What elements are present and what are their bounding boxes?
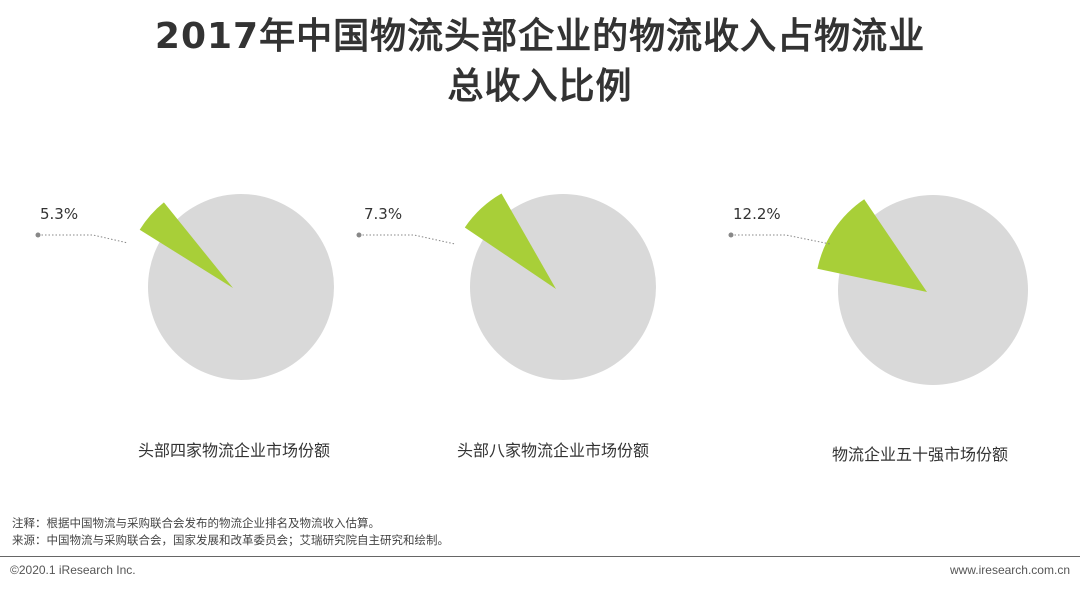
pie-1-leader-line xyxy=(38,234,129,244)
pie-chart-3: 12.2% xyxy=(728,195,1028,385)
pie-1-category-label: 头部四家物流企业市场份额 xyxy=(137,441,331,460)
website-link[interactable]: www.iresearch.com.cn xyxy=(949,563,1070,577)
pie-2-leader-line xyxy=(359,234,456,245)
copyright-text: ©2020.1 iResearch Inc. xyxy=(10,563,136,577)
chart-title-line-2: 总收入比例 xyxy=(447,66,633,107)
pie-2-value-label: 7.3% xyxy=(364,205,402,223)
pie-2-category-label: 头部八家物流企业市场份额 xyxy=(456,441,650,460)
pie-3-category-label: 物流企业五十强市场份额 xyxy=(831,445,1009,464)
source-text: 来源：中国物流与采购联合会，国家发展和改革委员会；艾瑞研究院自主研究和绘制。 xyxy=(12,533,449,547)
pie-3-highlight-slice xyxy=(817,199,927,292)
pie-3-leader-dot xyxy=(728,232,734,238)
pie-chart-1: 5.3% xyxy=(35,194,334,380)
pie-2-highlight-slice xyxy=(464,193,556,289)
pie-3-leader-line xyxy=(731,234,831,245)
note-text: 注释：根据中国物流与采购联合会发布的物流企业排名及物流收入估算。 xyxy=(12,516,380,530)
chart-title: 2017年中国物流头部企业的物流收入占物流业 总收入比例 xyxy=(0,12,1080,112)
pie-1-leader-dot xyxy=(35,232,41,238)
chart-title-line-1: 2017年中国物流头部企业的物流收入占物流业 xyxy=(154,16,926,57)
pie-3-value-label: 12.2% xyxy=(733,205,781,223)
pie-1-value-label: 5.3% xyxy=(40,205,78,223)
pie-1-highlight-slice xyxy=(139,202,233,288)
footer-divider xyxy=(0,556,1080,557)
notes-block: 注释：根据中国物流与采购联合会发布的物流企业排名及物流收入估算。 来源：中国物流… xyxy=(12,515,449,549)
pie-2-leader-dot xyxy=(356,232,362,238)
pie-chart-2: 7.3% xyxy=(356,193,656,380)
